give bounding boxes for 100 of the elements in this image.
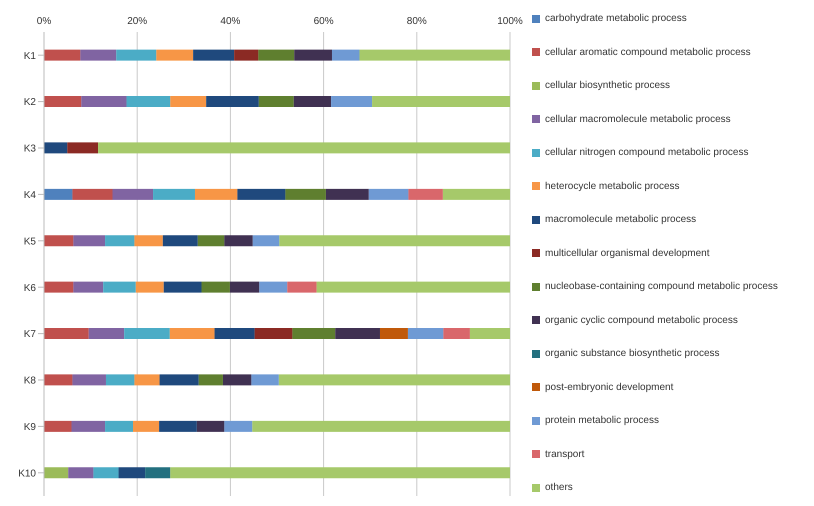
bar <box>285 188 326 200</box>
bar <box>44 188 72 200</box>
bar <box>258 96 294 108</box>
bar <box>224 420 252 432</box>
bar <box>442 188 510 200</box>
bar <box>294 96 332 108</box>
bar <box>156 50 194 61</box>
bar <box>134 374 160 386</box>
bar <box>292 328 336 340</box>
y-tick-label: K4 <box>24 190 36 201</box>
bar <box>196 420 224 432</box>
bar <box>116 50 156 61</box>
bar <box>67 142 98 154</box>
bar <box>68 467 94 478</box>
bar <box>234 50 258 61</box>
bar <box>278 374 510 386</box>
x-tick-label: 40% <box>220 16 241 27</box>
bar <box>222 374 252 386</box>
legend-label: carbohydrate metabolic process <box>545 13 687 24</box>
bar <box>279 235 510 246</box>
bar <box>331 96 372 108</box>
bar <box>198 235 224 246</box>
bar <box>44 235 74 246</box>
y-tick-label: K1 <box>24 50 36 62</box>
x-tick-label: 80% <box>406 16 427 27</box>
x-tick-label: 60% <box>314 16 334 27</box>
bar <box>164 282 202 293</box>
y-tick-label: K5 <box>24 236 36 248</box>
bar <box>162 235 198 246</box>
bar <box>112 188 154 200</box>
bar <box>408 328 444 340</box>
legend-label: heterocycle metabolic process <box>545 180 680 192</box>
legend-label: post-embryonic development <box>545 382 674 392</box>
legend-label: macromolecule metabolic process <box>545 214 696 225</box>
bar <box>133 420 160 432</box>
bar <box>368 188 408 200</box>
y-tick-label: K6 <box>24 282 36 294</box>
legend-label: cellular biosynthetic process <box>545 80 670 91</box>
bar <box>81 96 126 108</box>
bar <box>44 374 72 386</box>
bar <box>98 142 510 154</box>
bar <box>44 467 68 478</box>
bar <box>202 282 230 293</box>
bar <box>372 96 510 108</box>
bar <box>72 374 106 386</box>
y-tick-label: K3 <box>24 144 36 155</box>
bar <box>224 235 253 246</box>
bar <box>71 420 106 432</box>
y-tick-label: K8 <box>24 376 36 387</box>
bar <box>193 50 234 61</box>
bar <box>470 328 510 340</box>
y-tick-label: K9 <box>24 422 36 433</box>
bar <box>105 235 134 246</box>
bar <box>134 235 163 246</box>
legend-label: protein metabolic process <box>545 415 659 426</box>
bar <box>326 188 369 200</box>
bar <box>44 420 72 432</box>
bar <box>170 96 206 108</box>
bar <box>72 188 112 200</box>
x-tick-label: 20% <box>127 16 148 27</box>
bar <box>380 328 408 340</box>
bar <box>194 188 238 200</box>
bar <box>44 50 80 61</box>
bar <box>408 188 443 200</box>
bar <box>335 328 380 340</box>
bar <box>198 374 223 386</box>
bar <box>252 235 280 246</box>
legend-label: cellular macromolecule metabolic process <box>545 114 731 124</box>
legend-label: organic cyclic compound metabolic process <box>545 314 738 326</box>
bar <box>259 282 288 293</box>
bar <box>252 420 510 432</box>
bar <box>93 467 119 478</box>
bar <box>126 96 170 108</box>
legend-label: transport <box>545 448 584 460</box>
legend-label: multicellular organismal development <box>545 248 710 258</box>
bar <box>159 420 197 432</box>
bar <box>230 282 260 293</box>
bar <box>258 50 294 61</box>
bar <box>44 96 82 108</box>
legend-label: nucleobase-containing compound metabolic process <box>545 281 778 292</box>
bar <box>106 374 134 386</box>
bar <box>73 282 104 293</box>
bar <box>105 420 134 432</box>
bar <box>170 467 510 478</box>
bar <box>251 374 279 386</box>
bar <box>316 282 510 293</box>
bar <box>206 96 259 108</box>
bar <box>160 374 199 386</box>
bar <box>44 328 89 340</box>
legend-label: cellular nitrogen compound metabolic process <box>545 147 748 158</box>
bar <box>44 282 74 293</box>
bar <box>136 282 164 293</box>
bar <box>359 50 510 61</box>
bar <box>124 328 170 340</box>
bar <box>44 142 68 154</box>
legend-label: organic substance biosynthetic process <box>545 348 720 359</box>
x-tick-label: 0% <box>36 16 52 27</box>
bar <box>118 467 146 478</box>
bar <box>237 188 286 200</box>
bar <box>73 235 106 246</box>
